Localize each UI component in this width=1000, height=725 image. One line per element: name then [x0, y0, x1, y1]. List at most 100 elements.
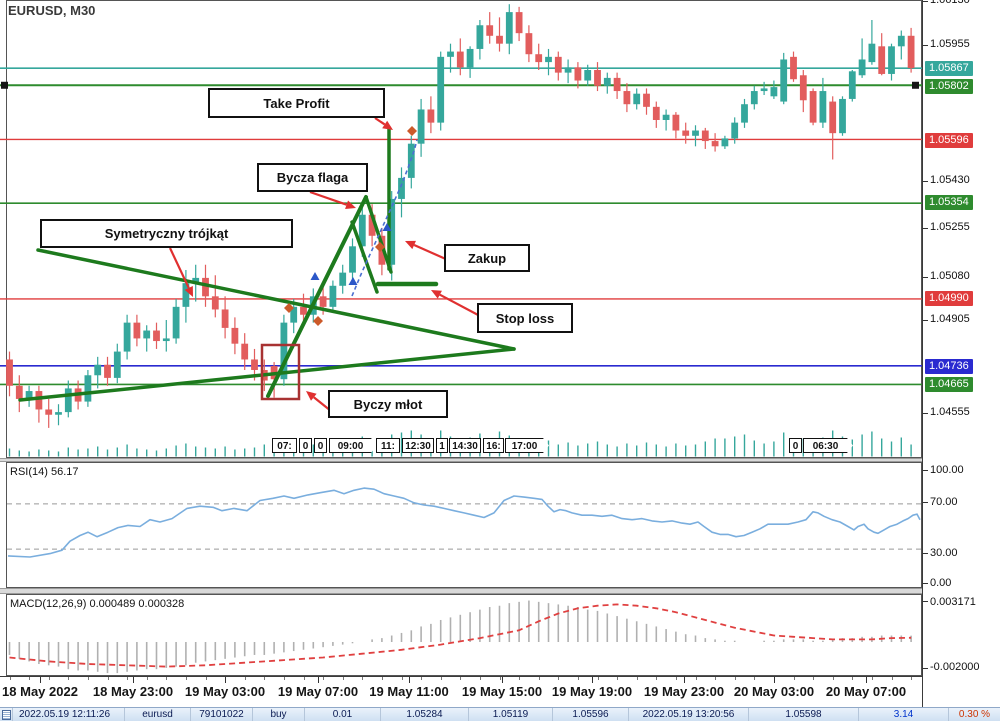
status-bar: 2022.05.19 12:11:26 eurusd 79101022 buy 0.01… — [0, 707, 1000, 721]
time-tick-minor — [244, 677, 246, 680]
time-tick-minor — [401, 677, 403, 680]
pattern-line-flag-pole[interactable] — [266, 195, 368, 398]
axis-tick — [923, 601, 928, 602]
axis-tick — [923, 320, 928, 321]
time-flag-11[interactable]: 11: — [376, 438, 400, 453]
time-flag-0[interactable]: 0 — [299, 438, 312, 453]
price-axis-label-1.05867: 1.05867 — [925, 61, 973, 76]
pattern-line-flag-left[interactable] — [350, 220, 379, 294]
macd-histogram-layer — [8, 600, 912, 674]
time-tick-minor — [283, 677, 285, 680]
annotation-box-symetryczny-trojkat[interactable]: Symetryczny trójkąt — [40, 219, 293, 248]
time-tick-minor — [734, 677, 736, 680]
candle-body — [515, 12, 523, 34]
pane-splitter-rsi-macd[interactable] — [0, 588, 1000, 594]
annotation-box-stop-loss[interactable]: Stop loss — [477, 303, 573, 333]
time-axis-label: 19 May 15:00 — [461, 684, 543, 699]
time-flag-0630[interactable]: 06:30 — [803, 438, 853, 453]
candle-body — [153, 330, 160, 342]
axis-tick — [923, 1, 928, 2]
annotation-arrowhead-bycza-flaga — [345, 200, 356, 209]
time-axis[interactable]: 18 May 2022 18 May 23:00 19 May 03:00 19 Ma… — [0, 676, 922, 707]
price-axis-label-1.06130: 1.06130 — [930, 0, 970, 6]
candle-body — [182, 283, 190, 307]
candle-body — [25, 391, 33, 399]
candle-body — [907, 35, 915, 69]
status-cell: 1.05119 — [469, 708, 553, 721]
time-flag-1700[interactable]: 17:00 — [505, 438, 549, 453]
candle-body — [417, 109, 425, 144]
annotation-box-take-profit[interactable]: Take Profit — [208, 88, 385, 118]
time-flag-0900[interactable]: 09:00 — [329, 438, 377, 453]
time-flag-0[interactable]: 0 — [789, 438, 802, 453]
candle-body — [358, 214, 366, 247]
candle-body — [594, 70, 601, 86]
candle-body — [672, 114, 680, 131]
time-flag-1230[interactable]: 12:30 — [402, 438, 434, 453]
candle-body — [300, 306, 307, 315]
line-endpoint-handle[interactable] — [912, 81, 919, 89]
time-tick-minor — [499, 677, 501, 680]
time-tick-minor — [656, 677, 658, 680]
pattern-line-triangle-upper[interactable] — [36, 248, 516, 351]
candle-body — [290, 306, 298, 323]
time-tick-minor — [68, 677, 70, 680]
buy-arrow-marker — [348, 277, 358, 285]
time-flag-1[interactable]: 1 — [436, 438, 448, 453]
pattern-line-triangle-lower[interactable] — [18, 347, 516, 402]
time-axis-label: 18 May 2022 — [2, 684, 78, 699]
time-tick-minor — [597, 677, 599, 680]
price-chart[interactable] — [0, 0, 922, 458]
annotation-arrow-zakup — [413, 244, 449, 262]
candle-body — [799, 75, 807, 101]
candle-body — [123, 322, 131, 352]
price-axis[interactable]: 0.003171 -0.002000 1.06130 1.05955 1.05867… — [922, 0, 1000, 707]
time-flag-07[interactable]: 07: — [272, 438, 297, 453]
annotation-box-zakup[interactable]: Zakup — [444, 244, 530, 272]
time-tick-minor — [146, 677, 148, 680]
candle-body — [172, 306, 180, 339]
candle-body — [280, 322, 288, 380]
buy-arrow-marker — [382, 223, 392, 231]
price-axis-label-1.04555: 1.04555 — [930, 406, 970, 418]
candle-body — [486, 25, 494, 36]
time-tick-minor — [891, 677, 893, 680]
axis-tick — [923, 277, 928, 278]
time-tick-minor — [362, 677, 364, 680]
macd-indicator-label: MACD(12,26,9) 0.000489 0.000328 — [10, 598, 185, 610]
candle-body — [750, 91, 758, 105]
candle-body — [505, 12, 513, 44]
candle-body — [652, 106, 660, 120]
candle-body — [613, 77, 621, 92]
annotation-box-byczy-mlot[interactable]: Byczy młot — [328, 390, 448, 418]
candle-body — [113, 351, 121, 378]
rsi-scale-label-100.00: 100.00 — [930, 464, 964, 476]
time-tick-minor — [871, 677, 873, 680]
status-cell: 1.05284 — [381, 708, 469, 721]
macd-pane-border — [6, 594, 922, 676]
time-tick-minor — [421, 677, 423, 680]
time-tick-minor — [107, 677, 109, 680]
time-tick-minor — [577, 677, 579, 680]
status-cell: 79101022 — [191, 708, 253, 721]
time-tick-major — [318, 677, 319, 683]
time-flag-1430[interactable]: 14:30 — [449, 438, 481, 453]
candle-body — [64, 388, 72, 413]
annotation-box-bycza-flaga[interactable]: Bycza flaga — [257, 163, 368, 192]
price-axis-label-1.05080: 1.05080 — [930, 270, 970, 282]
time-flag-16[interactable]: 16: — [483, 438, 504, 453]
candle-body — [701, 130, 709, 142]
time-flag-0[interactable]: 0 — [314, 438, 327, 453]
hammer-highlight-rect[interactable] — [260, 343, 301, 401]
macd-pane[interactable] — [0, 594, 922, 676]
candle-body — [339, 272, 347, 286]
time-tick-minor — [558, 677, 560, 680]
line-endpoint-handle[interactable] — [1, 81, 8, 89]
price-axis-label-1.04990: 1.04990 — [925, 291, 973, 306]
rsi-pane[interactable] — [0, 462, 922, 588]
pane-splitter-main-rsi[interactable] — [0, 458, 1000, 462]
time-tick-minor — [264, 677, 266, 680]
candle-body — [603, 77, 611, 86]
time-tick-minor — [185, 677, 187, 680]
status-cell: eurusd — [125, 708, 191, 721]
